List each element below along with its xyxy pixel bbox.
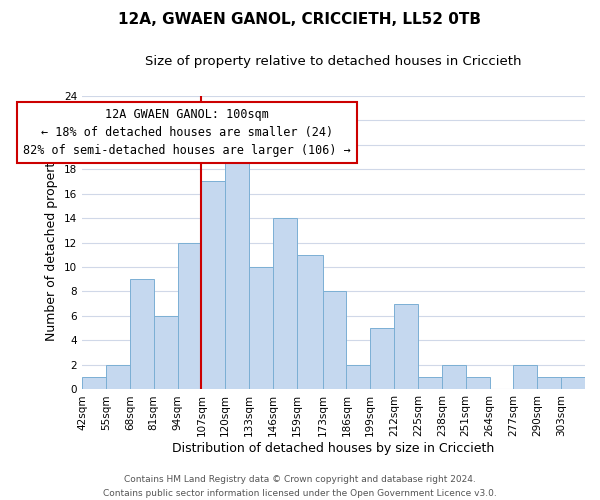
Bar xyxy=(154,316,178,390)
Bar xyxy=(130,279,154,390)
Bar xyxy=(394,304,418,390)
Bar xyxy=(178,242,202,390)
Text: 12A, GWAEN GANOL, CRICCIETH, LL52 0TB: 12A, GWAEN GANOL, CRICCIETH, LL52 0TB xyxy=(119,12,482,28)
Bar xyxy=(106,365,130,390)
Bar xyxy=(418,377,442,390)
Bar xyxy=(323,292,346,390)
Bar xyxy=(561,377,585,390)
Bar xyxy=(249,267,273,390)
Text: 12A GWAEN GANOL: 100sqm
← 18% of detached houses are smaller (24)
82% of semi-de: 12A GWAEN GANOL: 100sqm ← 18% of detache… xyxy=(23,108,350,157)
Y-axis label: Number of detached properties: Number of detached properties xyxy=(46,144,58,341)
Bar xyxy=(442,365,466,390)
Bar xyxy=(466,377,490,390)
Bar xyxy=(370,328,394,390)
Bar xyxy=(297,255,323,390)
Title: Size of property relative to detached houses in Criccieth: Size of property relative to detached ho… xyxy=(145,55,522,68)
Bar xyxy=(537,377,561,390)
Text: Contains HM Land Registry data © Crown copyright and database right 2024.
Contai: Contains HM Land Registry data © Crown c… xyxy=(103,476,497,498)
Bar xyxy=(273,218,297,390)
Bar xyxy=(346,365,370,390)
Bar xyxy=(225,144,249,390)
Bar xyxy=(82,377,106,390)
Bar xyxy=(514,365,537,390)
Bar xyxy=(202,182,225,390)
X-axis label: Distribution of detached houses by size in Criccieth: Distribution of detached houses by size … xyxy=(172,442,494,455)
